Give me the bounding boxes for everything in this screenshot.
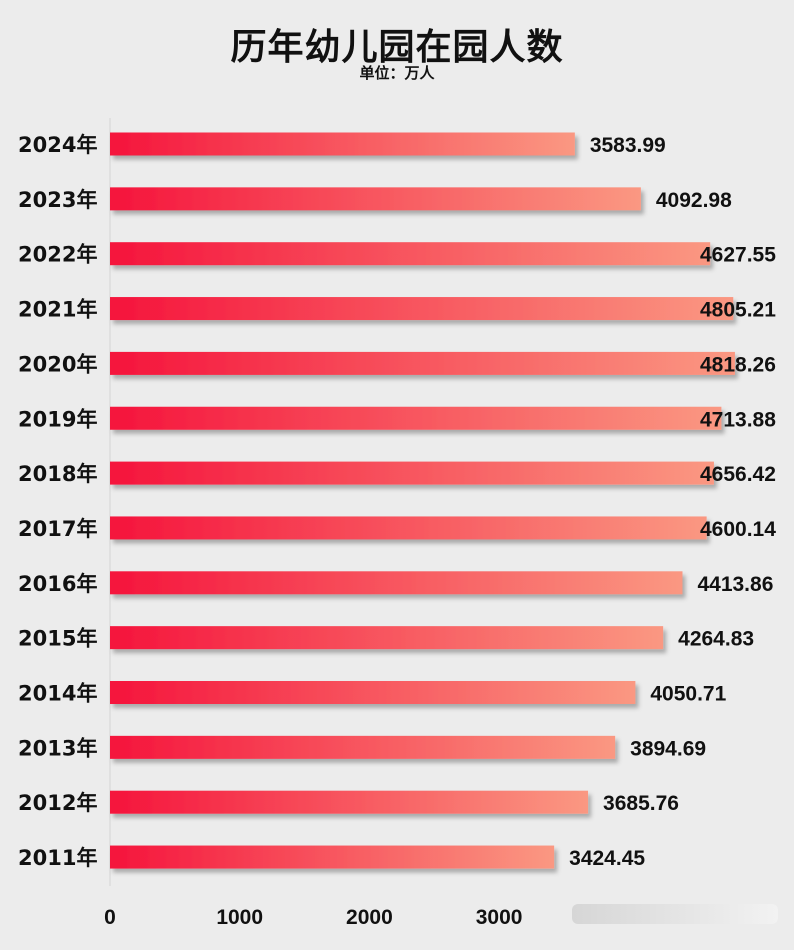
category-label: 2013年 bbox=[18, 736, 97, 760]
value-label: 4818.26 bbox=[700, 353, 776, 376]
category-label: 2014年 bbox=[18, 682, 97, 706]
bar bbox=[110, 845, 555, 869]
bar bbox=[110, 571, 683, 595]
bar bbox=[110, 187, 641, 211]
bar bbox=[110, 790, 589, 814]
value-label: 4805.21 bbox=[700, 299, 776, 322]
x-tick-label: 3000 bbox=[476, 906, 523, 929]
bar bbox=[110, 735, 616, 759]
value-label: 4413.86 bbox=[697, 573, 773, 596]
x-tick-label: 2000 bbox=[346, 906, 393, 929]
category-label: 2015年 bbox=[18, 627, 97, 651]
value-label: 3894.69 bbox=[630, 737, 706, 760]
bar bbox=[110, 132, 575, 156]
chart-title: 历年幼儿园在园人数 bbox=[230, 27, 564, 68]
category-label: 2024年 bbox=[18, 133, 97, 157]
value-label: 4264.83 bbox=[678, 628, 754, 651]
bar bbox=[110, 626, 664, 650]
category-label: 2017年 bbox=[18, 517, 97, 541]
value-label: 3685.76 bbox=[603, 792, 679, 815]
category-label: 2020年 bbox=[18, 352, 97, 376]
x-tick-label: 1000 bbox=[216, 906, 263, 929]
category-label: 2019年 bbox=[18, 407, 97, 431]
x-tick-label: 0 bbox=[104, 906, 116, 929]
value-label: 4092.98 bbox=[656, 189, 732, 212]
bar bbox=[110, 406, 722, 430]
category-label: 2021年 bbox=[18, 298, 97, 322]
value-label: 4050.71 bbox=[650, 683, 726, 706]
bar bbox=[110, 351, 735, 375]
value-label: 4656.42 bbox=[700, 463, 776, 486]
category-label: 2012年 bbox=[18, 791, 97, 815]
value-label: 4713.88 bbox=[700, 408, 776, 431]
bar bbox=[110, 242, 711, 266]
bar bbox=[110, 297, 734, 321]
obscured-region bbox=[572, 904, 778, 924]
bar bbox=[110, 516, 707, 540]
category-label: 2023年 bbox=[18, 188, 97, 212]
category-label: 2018年 bbox=[18, 462, 97, 486]
value-label: 4627.55 bbox=[700, 244, 776, 267]
chart-subtitle: 单位：万人 bbox=[359, 64, 435, 82]
value-label: 3583.99 bbox=[590, 134, 666, 157]
value-label: 3424.45 bbox=[569, 847, 645, 870]
category-label: 2011年 bbox=[18, 846, 97, 870]
bar bbox=[110, 681, 636, 704]
value-label: 4600.14 bbox=[700, 518, 776, 541]
category-label: 2022年 bbox=[18, 243, 97, 267]
bar bbox=[110, 461, 714, 485]
category-label: 2016年 bbox=[18, 572, 97, 596]
